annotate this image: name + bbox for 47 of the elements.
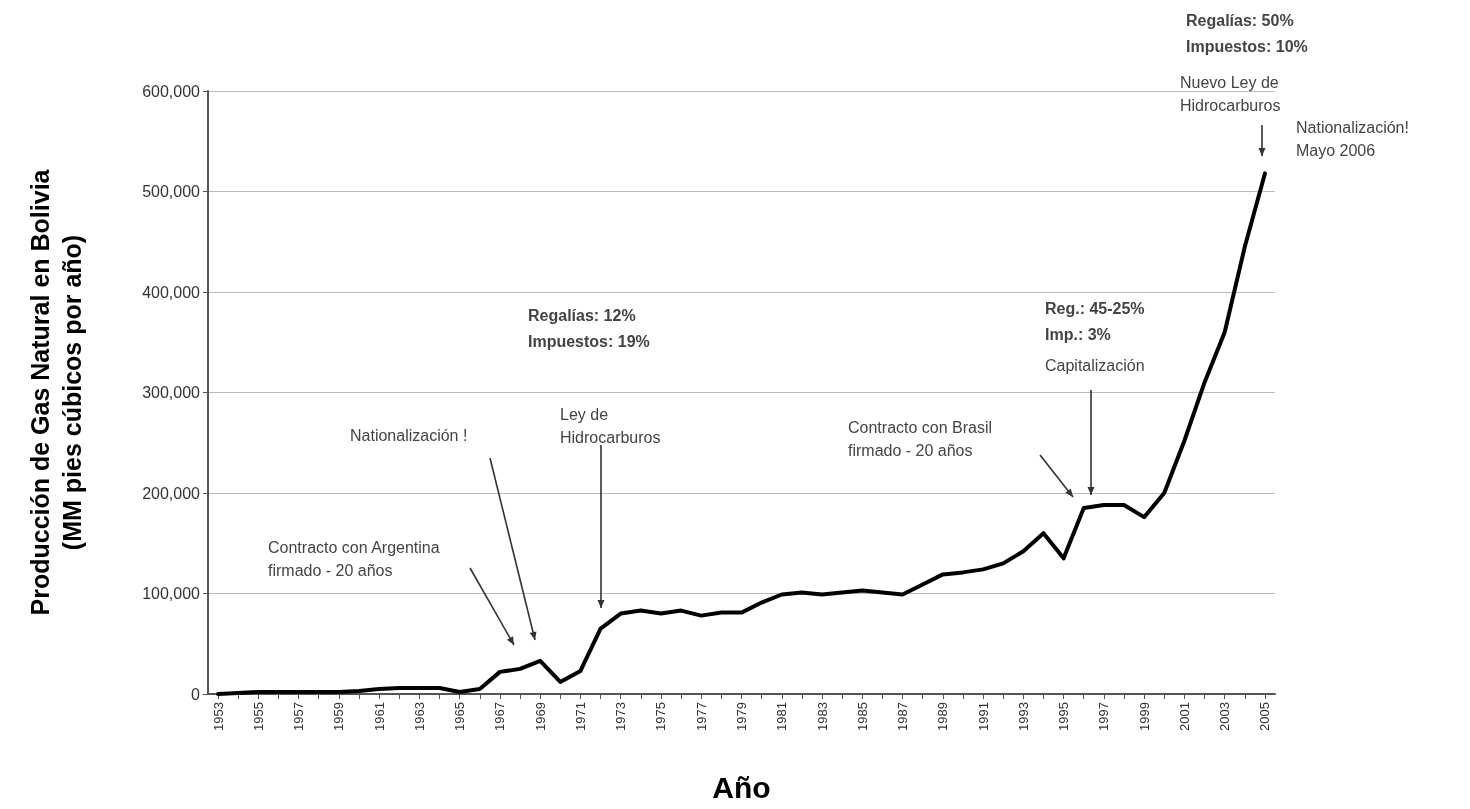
x-tick-label: 1991 [975, 702, 991, 731]
y-tick-label: 600,000 [142, 82, 201, 100]
annotation: Nuevo Ley de Hidrocarburos [1180, 74, 1281, 114]
x-tick-label: 1995 [1056, 702, 1072, 731]
x-tick-label: 1975 [653, 702, 669, 731]
x-tick-label: 1979 [734, 702, 749, 731]
annotation: Reg.: 45-25% Imp.: 3% [1045, 299, 1145, 343]
x-tick-label: 1999 [1136, 702, 1152, 731]
text: Nationalización! Mayo 2006 [1296, 119, 1409, 159]
x-tick-label: 2001 [1176, 702, 1192, 731]
text: Regalías: 50% Impuestos: 10% [1186, 11, 1308, 55]
x-tick-label: 1985 [854, 702, 870, 731]
annotation: Ley de Hidrocarburos [560, 406, 661, 446]
x-axis-title: Año [712, 770, 771, 804]
annotation: Nationalización ! [350, 427, 468, 444]
y-tick-label: 0 [191, 685, 201, 703]
y-tick-label: 200,000 [142, 484, 201, 502]
x-tick-label: 1965 [452, 702, 468, 731]
annotation: Capitalización [1045, 357, 1145, 374]
x-tick-label: 1957 [291, 702, 307, 731]
x-tick-label: 1953 [210, 702, 226, 731]
x-tick-label: 1955 [250, 702, 266, 731]
x-tick-label: 1963 [411, 702, 427, 731]
x-tick-label: 1981 [774, 702, 790, 731]
x-tick-label: 1977 [693, 702, 709, 731]
x-tick-label: 1987 [895, 702, 911, 731]
y-tick-label: 100,000 [142, 585, 201, 602]
x-tick-label: 1967 [492, 702, 508, 731]
y-tick-label: 400,000 [142, 283, 201, 301]
x-tick-label: 1973 [613, 702, 629, 731]
annotation: Contracto con Argentina firmado - 20 años [268, 539, 440, 579]
line-series [216, 171, 1267, 696]
x-tick-label: 1983 [814, 702, 830, 731]
annotation: Regalías: 12% Impuestos: 19% [528, 306, 650, 350]
x-tick-label: 1989 [935, 702, 951, 731]
x-tick-label: 1997 [1096, 702, 1112, 731]
x-tick-label: 1969 [532, 702, 548, 731]
y-axis-title: Producción de Gas Natural en Bolivia (MM pies cúbicos por año) [26, 168, 86, 616]
annotation: Contracto con Brasil firmado - 20 años [848, 419, 993, 459]
y-tick-label: 300,000 [142, 384, 201, 401]
x-tick-label: 1959 [331, 702, 347, 731]
x-tick-label: 1993 [1015, 702, 1031, 731]
y-tick-label: 500,000 [142, 183, 201, 200]
x-tick-label: 1971 [572, 702, 588, 731]
x-tick-label: 2003 [1217, 702, 1233, 731]
x-tick-label: 1961 [371, 702, 387, 731]
x-tick-label: 2005 [1257, 702, 1273, 731]
